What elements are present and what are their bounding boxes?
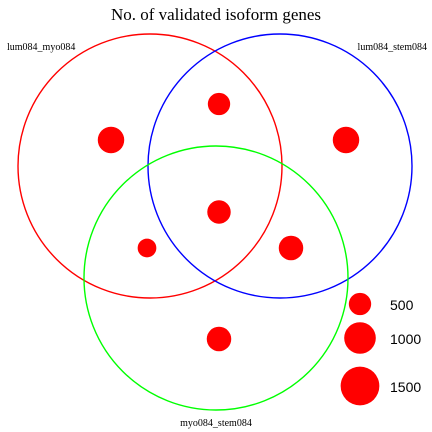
- region-points: [97, 92, 360, 352]
- region-point-green-only: [206, 326, 232, 352]
- legend-circle-1000: [344, 322, 376, 354]
- legend-circle-1500: [340, 366, 380, 406]
- region-point-myo-only: [97, 126, 125, 154]
- region-point-blue-green: [278, 235, 304, 261]
- set-circle-lum084-myo084: [17, 33, 283, 299]
- region-point-red-green: [137, 238, 157, 258]
- region-point-red-blue: [207, 92, 231, 116]
- size-legend: 500 1000 1500: [340, 292, 421, 406]
- region-point-stem-only: [332, 126, 360, 154]
- diagram-title: No. of validated isoform genes: [111, 5, 321, 24]
- set-circle-lum084-stem084: [147, 33, 413, 299]
- legend-label-1500: 1500: [390, 379, 421, 395]
- set-circles: [17, 33, 413, 411]
- set-circle-myo084-stem084: [83, 145, 349, 411]
- legend-label-500: 500: [390, 297, 414, 313]
- region-point-all-three: [207, 200, 231, 224]
- set-label-lum084-stem084: lum084_stem084: [358, 42, 427, 53]
- legend-circle-500: [348, 292, 372, 316]
- set-label-lum084-myo084: lum084_myo084: [7, 42, 75, 53]
- set-label-myo084-stem084: myo084_stem084: [180, 418, 252, 429]
- legend-label-1000: 1000: [390, 331, 421, 347]
